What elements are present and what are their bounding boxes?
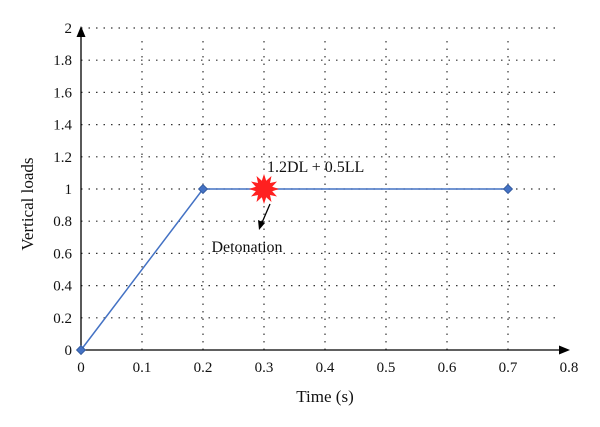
y-tick-label-8: 1.6 [53,85,72,101]
y-axis-title: Vertical loads [18,158,37,251]
data-point-0-2 [502,183,514,195]
y-tick-label-7: 1.4 [53,118,72,134]
x-tick-label-8: 0.8 [560,360,579,376]
detonation-label: Detonation [211,239,282,256]
y-tick-label-1: 0.2 [53,311,72,327]
y-tick-label-10: 2 [65,21,73,37]
x-tick-label-2: 0.2 [194,360,213,376]
series [75,183,514,356]
x-tick-label-1: 0.1 [133,360,152,376]
y-axis-arrow-icon [76,26,86,37]
detonation-arrowhead-icon [258,220,265,230]
x-tick-label-0: 0 [77,360,85,376]
x-tick-label-5: 0.5 [377,360,396,376]
x-tick-label-6: 0.6 [438,360,457,376]
detonation-burst-icon [249,174,279,204]
detonation-arrow [260,203,271,226]
axes [76,26,570,355]
y-tick-label-9: 1.8 [53,53,72,69]
y-tick-label-3: 0.6 [53,246,72,262]
load-combination-label: 1.2DL + 0.5LL [267,159,364,176]
x-tick-label-4: 0.4 [316,360,335,376]
data-point-0-1 [197,183,209,195]
y-tick-label-0: 0 [65,343,73,359]
y-tick-label-6: 1.2 [53,150,72,166]
y-tick-label-5: 1 [65,182,73,198]
y-tick-label-4: 0.8 [53,214,72,230]
y-tick-label-2: 0.4 [53,279,72,295]
x-tick-label-3: 0.3 [255,360,274,376]
tick-labels: 0 0.1 0.2 0.3 0.4 0.5 0.6 0.7 0.8 0 0.2 0.4 0.6 0.8 1 1… [53,21,578,376]
data-point-0-0 [75,344,87,356]
x-tick-label-7: 0.7 [499,360,518,376]
series-line-0 [80,188,508,351]
x-axis-arrow-icon [559,345,570,355]
annotations: 1.2DL + 0.5LL Detonation [211,159,364,256]
x-axis-title: Time (s) [296,387,353,406]
